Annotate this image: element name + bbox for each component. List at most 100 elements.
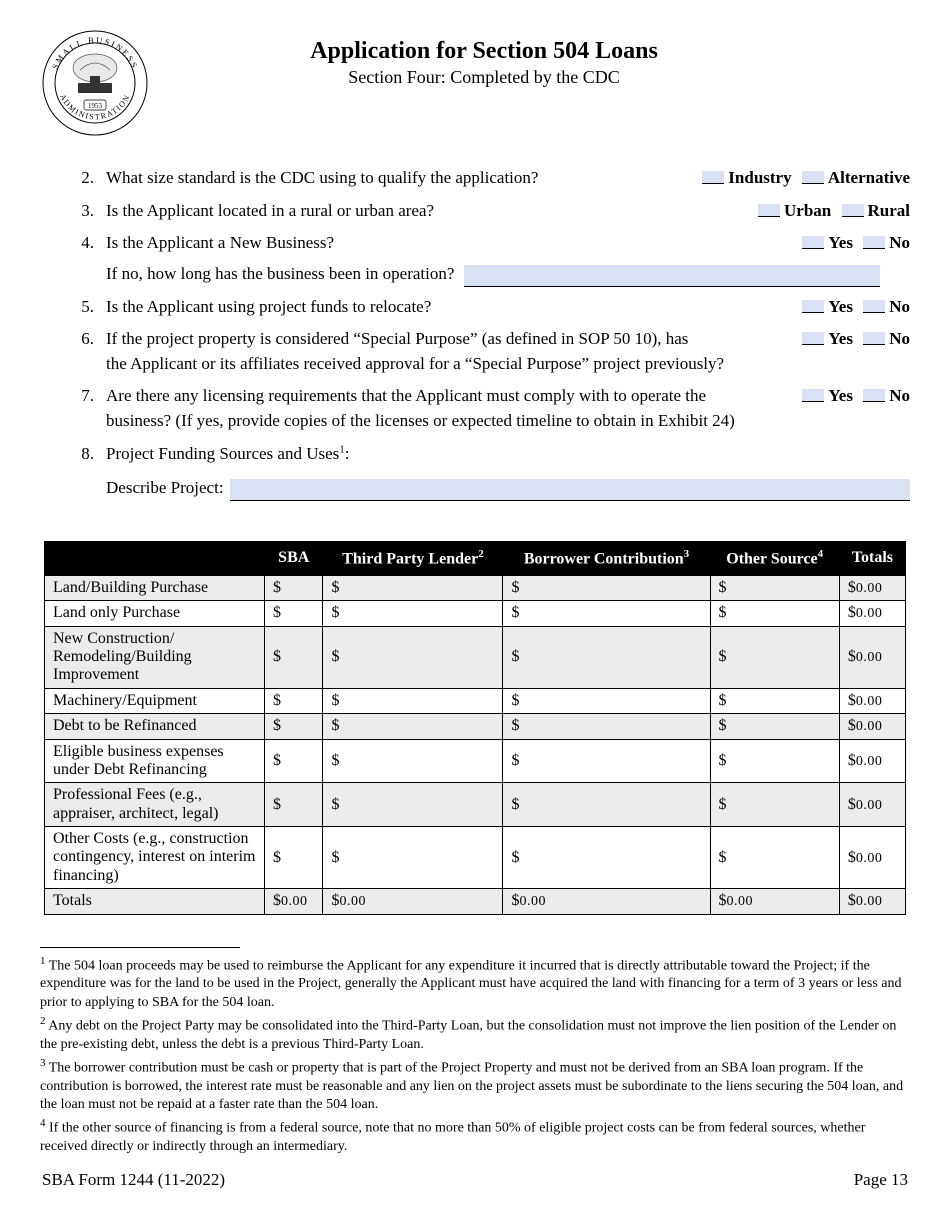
checkbox-yes[interactable] [802,332,824,345]
amount-cell[interactable]: $ [323,827,503,889]
row-total: $0.00 [839,575,905,600]
question-number: 7. [76,384,106,409]
amount-cell[interactable]: $ [265,575,323,600]
question-3: 3. Is the Applicant located in a rural o… [76,199,910,224]
checkbox-no[interactable] [863,332,885,345]
totals-label: Totals [45,889,265,914]
row-label: Professional Fees (e.g., appraiser, arch… [45,783,265,827]
col-header-sba: SBA [265,542,323,576]
page-header: SMALL BUSINESS ADMINISTRATION 1953 Appli… [40,28,910,138]
totals-cell: $0.00 [323,889,503,914]
svg-text:1953: 1953 [88,102,103,110]
question-2: 2. What size standard is the CDC using t… [76,166,910,191]
amount-cell[interactable]: $ [710,783,839,827]
question-7: 7. Are there any licensing requirements … [76,384,910,433]
page-footer: SBA Form 1244 (11-2022) Page 13 [40,1170,910,1190]
checkbox-yes[interactable] [802,236,824,249]
amount-cell[interactable]: $ [710,626,839,688]
amount-cell[interactable]: $ [265,827,323,889]
row-total: $0.00 [839,688,905,713]
amount-cell[interactable]: $ [503,714,710,739]
amount-cell[interactable]: $ [265,783,323,827]
footnotes: 1 The 504 loan proceeds may be used to r… [40,954,910,1157]
amount-cell[interactable]: $ [710,575,839,600]
question-8: 8. Project Funding Sources and Uses1: De… [76,442,910,501]
amount-cell[interactable]: $ [710,601,839,626]
questions-list: 2. What size standard is the CDC using t… [40,166,910,501]
form-page: SMALL BUSINESS ADMINISTRATION 1953 Appli… [0,0,950,1210]
amount-cell[interactable]: $ [265,626,323,688]
row-label: New Construction/ Remodeling/Building Im… [45,626,265,688]
page-title: Application for Section 504 Loans [168,38,800,65]
question-number: 5. [76,295,106,320]
footnote-1: 1 The 504 loan proceeds may be used to r… [40,954,910,1012]
row-label: Debt to be Refinanced [45,714,265,739]
checkbox-alternative[interactable] [802,171,824,184]
checkbox-no[interactable] [863,389,885,402]
col-header-bc: Borrower Contribution3 [503,542,710,576]
checkbox-no[interactable] [863,236,885,249]
amount-cell[interactable]: $ [503,688,710,713]
amount-cell[interactable]: $ [710,827,839,889]
operation-duration-field[interactable] [464,265,880,287]
col-header-totals: Totals [839,542,905,576]
checkbox-rural[interactable] [842,204,864,217]
question-options: Yes No [796,384,910,409]
question-text: What size standard is the CDC using to q… [106,166,686,191]
footnote-divider [40,947,240,948]
amount-cell[interactable]: $ [503,827,710,889]
amount-cell[interactable]: $ [265,739,323,783]
amount-cell[interactable]: $ [323,575,503,600]
page-subtitle: Section Four: Completed by the CDC [168,67,800,88]
col-header-blank [45,542,265,576]
amount-cell[interactable]: $ [323,601,503,626]
table-row: Debt to be Refinanced$$$$$0.00 [45,714,906,739]
amount-cell[interactable]: $ [265,601,323,626]
amount-cell[interactable]: $ [503,575,710,600]
amount-cell[interactable]: $ [265,714,323,739]
amount-cell[interactable]: $ [710,739,839,783]
amount-cell[interactable]: $ [503,601,710,626]
table-row: Other Costs (e.g., construction continge… [45,827,906,889]
row-total: $0.00 [839,626,905,688]
question-subtext: If no, how long has the business been in… [106,262,454,287]
amount-cell[interactable]: $ [323,626,503,688]
funding-table: SBA Third Party Lender2 Borrower Contrib… [44,541,906,915]
row-label: Land/Building Purchase [45,575,265,600]
totals-cell: $0.00 [710,889,839,914]
amount-cell[interactable]: $ [323,739,503,783]
amount-cell[interactable]: $ [323,714,503,739]
question-text: Is the Applicant located in a rural or u… [106,199,742,224]
table-row: Land/Building Purchase$$$$$0.00 [45,575,906,600]
sba-seal-icon: SMALL BUSINESS ADMINISTRATION 1953 [40,28,150,138]
amount-cell[interactable]: $ [323,688,503,713]
checkbox-industry[interactable] [702,171,724,184]
checkbox-yes[interactable] [802,389,824,402]
checkbox-urban[interactable] [758,204,780,217]
question-text: Is the Applicant a New Business? [106,231,786,256]
amount-cell[interactable]: $ [323,783,503,827]
describe-project-field[interactable] [230,479,910,501]
amount-cell[interactable]: $ [503,783,710,827]
amount-cell[interactable]: $ [503,739,710,783]
question-options: Yes No [796,295,910,320]
amount-cell[interactable]: $ [710,688,839,713]
question-4: 4. Is the Applicant a New Business? Yes … [76,231,910,286]
describe-project-label: Describe Project: [106,476,224,501]
amount-cell[interactable]: $ [710,714,839,739]
question-options: Yes No [796,231,910,256]
checkbox-no[interactable] [863,300,885,313]
row-total: $0.00 [839,827,905,889]
question-number: 3. [76,199,106,224]
table-row: Professional Fees (e.g., appraiser, arch… [45,783,906,827]
question-5: 5. Is the Applicant using project funds … [76,295,910,320]
table-row: Land only Purchase$$$$$0.00 [45,601,906,626]
amount-cell[interactable]: $ [265,688,323,713]
funding-table-wrap: SBA Third Party Lender2 Borrower Contrib… [40,541,910,915]
question-text: If the project property is considered “S… [106,327,786,352]
checkbox-yes[interactable] [802,300,824,313]
footnote-4: 4 If the other source of financing is fr… [40,1116,910,1156]
question-options: Yes No [796,327,910,352]
footnote-2: 2 Any debt on the Project Party may be c… [40,1014,910,1054]
amount-cell[interactable]: $ [503,626,710,688]
